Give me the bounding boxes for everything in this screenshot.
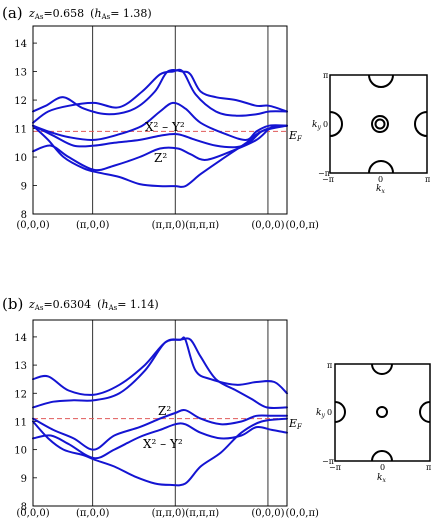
- pocket-center-inner-a: [374, 118, 386, 130]
- inset-b-bottom-tick: −π: [322, 457, 334, 466]
- plot-a-frame: [32, 25, 288, 215]
- fermi-label-a: EF: [288, 129, 303, 143]
- panel-b-h-value: = 1.14): [117, 298, 159, 311]
- band-plot-a: 8 9 10 11 12 13 14 (0,0,0) (π,0,0) (π,π,0)(π,π,π)…: [14, 25, 320, 231]
- panel-a-z-sub: As: [34, 13, 44, 21]
- orbital-label-x2y2-b: X² – Y²: [143, 437, 183, 451]
- x-tick-label-a-3: (0,0,0): [251, 220, 284, 231]
- band-b-4: [32, 422, 288, 460]
- band-plot-b: 8 9 10 11 12 13 14 (0,0,0) (π,0,0) (π,π,0)(π,π,π)…: [14, 319, 320, 519]
- inset-a-ky: ky: [312, 120, 321, 131]
- panel-a-h-sub: As: [101, 13, 111, 21]
- inset-b-box: [334, 363, 431, 462]
- band-b-3: [32, 408, 288, 451]
- inset-a-center-tick: 0: [378, 175, 383, 184]
- panel-b-z-sub: As: [34, 304, 44, 312]
- panel-a-parameters: zAs=0.658 (hAs= 1.38): [28, 7, 152, 21]
- y-tick-label-a-13: 13: [14, 68, 27, 79]
- y-tick-label-b-13: 13: [14, 361, 27, 372]
- y-tick-label-a-11: 11: [14, 125, 27, 136]
- panel-a-label: (a): [2, 4, 23, 22]
- orbital-label-z2-b: Z²: [158, 404, 171, 418]
- pocket-bottom-a: [368, 160, 394, 174]
- panel-b-parameters: zAs=0.6304 (hAs= 1.14): [28, 298, 159, 312]
- inset-b-kx: kx: [377, 473, 386, 484]
- x-tick-label-b-3: (0,0,0): [251, 508, 284, 519]
- pocket-left-b: [334, 401, 346, 423]
- pocket-top-a: [368, 74, 394, 88]
- panel-a-h-open: (: [90, 7, 94, 20]
- y-tick-label-a-12: 12: [14, 96, 27, 107]
- y-tick-label-a-14: 14: [14, 39, 27, 50]
- band-a-2: [32, 68, 288, 124]
- panel-b-z: z: [28, 298, 35, 311]
- panel-b: (b) zAs=0.6304 (hAs= 1.14) 891011121314(0…: [2, 295, 431, 519]
- band-b-5: [32, 417, 288, 487]
- x-tick-label-b-4: (0,0,π): [286, 508, 320, 519]
- inset-b-right-tick: π: [426, 463, 431, 472]
- y-tick-label-b-10: 10: [14, 446, 27, 457]
- panel-b-h: h: [101, 298, 108, 311]
- panel-a-z-value: =0.658: [43, 7, 84, 20]
- x-tick-label-b-2: (π,π,0)(π,π,π): [152, 508, 220, 519]
- pocket-left-a: [329, 111, 343, 137]
- inset-a-bottom-tick: −π: [318, 169, 330, 178]
- pocket-top-b: [371, 363, 393, 375]
- inset-b-left-tick: −π: [329, 463, 341, 472]
- inset-b-center-tick: 0: [380, 463, 385, 472]
- orbital-label-z2-a: Z²: [154, 151, 167, 165]
- inset-a-kx: kx: [376, 184, 385, 195]
- band-a-3: [32, 101, 288, 141]
- band-b-2: [32, 337, 288, 410]
- y-tick-label-a-8: 8: [21, 210, 27, 221]
- x-tick-label-a-2: (π,π,0)(π,π,π): [152, 220, 220, 231]
- inset-b-mid-tick: 0: [327, 408, 332, 417]
- inset-a-box: [329, 74, 428, 174]
- band-a-1: [32, 69, 288, 116]
- y-tick-label-b-11: 11: [14, 417, 27, 428]
- fermi-surface-inset-a: π 0 −π ky −π 0 π kx: [312, 71, 430, 195]
- x-tick-label-b-0: (0,0,0): [16, 508, 49, 519]
- x-tick-label-b-1: (π,0,0): [76, 508, 110, 519]
- y-tick-label-b-12: 12: [14, 389, 27, 400]
- orbital-label-x2y2-a: X² – Y²: [145, 120, 185, 134]
- fermi-label-b: EF: [288, 417, 303, 431]
- inset-a-right-tick: π: [425, 175, 430, 184]
- band-a-6: [32, 124, 288, 188]
- y-tick-label-a-9: 9: [21, 182, 27, 193]
- fermi-surface-inset-b: π 0 −π ky −π 0 π kx: [316, 361, 431, 484]
- pocket-right-b: [419, 401, 431, 423]
- panel-a-h-value: = 1.38): [110, 7, 152, 20]
- pocket-center-outer-a: [371, 115, 389, 133]
- y-tick-label-b-14: 14: [14, 333, 27, 344]
- panel-a-h: h: [94, 7, 101, 20]
- inset-b-top-tick: π: [327, 361, 332, 370]
- panel-b-h-sub: As: [108, 304, 118, 312]
- panel-b-h-open: (: [97, 298, 101, 311]
- x-tick-label-a-0: (0,0,0): [16, 220, 49, 231]
- inset-b-ky: ky: [316, 408, 325, 419]
- band-a-5: [32, 124, 288, 172]
- inset-a-left-tick: −π: [322, 175, 334, 184]
- panel-a: (a) zAs=0.658 (hAs= 1.38) 891011121314(0,…: [2, 4, 430, 231]
- pocket-center-b: [376, 406, 388, 418]
- band-b-1: [32, 336, 288, 396]
- panel-b-z-value: =0.6304: [43, 298, 91, 311]
- y-tick-label-b-9: 9: [21, 474, 27, 485]
- y-tick-label-a-10: 10: [14, 153, 27, 164]
- panel-b-label: (b): [2, 295, 23, 313]
- plot-b-frame: [32, 319, 288, 507]
- pocket-right-a: [414, 111, 428, 137]
- inset-a-top-tick: π: [323, 71, 328, 80]
- x-tick-label-a-1: (π,0,0): [76, 220, 110, 231]
- x-tick-label-a-4: (0,0,π): [286, 220, 320, 231]
- inset-a-mid-tick: 0: [323, 120, 328, 129]
- pocket-bottom-b: [371, 450, 393, 462]
- y-tick-label-b-8: 8: [21, 502, 27, 513]
- panel-a-z: z: [28, 7, 35, 20]
